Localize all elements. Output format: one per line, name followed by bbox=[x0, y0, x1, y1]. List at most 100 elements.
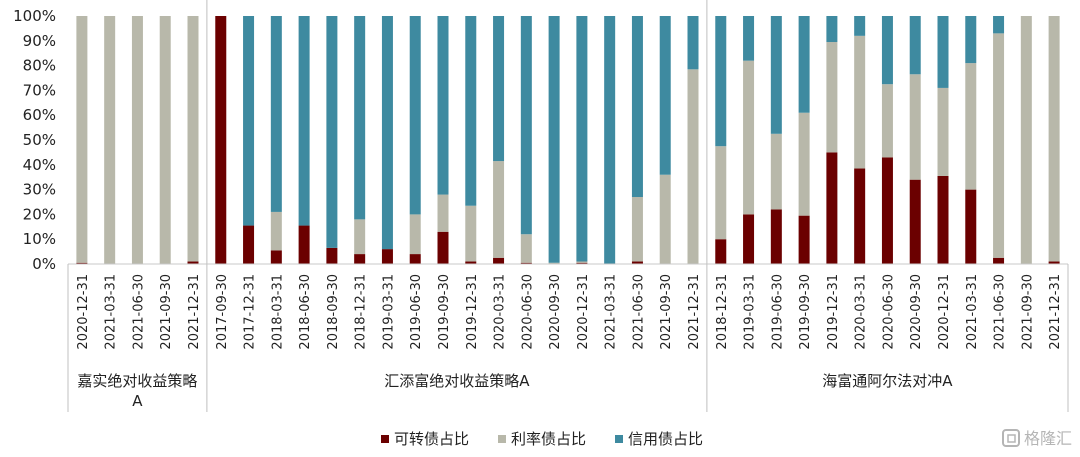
legend-entry: 利率债占比 bbox=[511, 430, 586, 448]
bar-segment bbox=[437, 231, 449, 264]
bar-segment bbox=[520, 262, 532, 264]
x-tick-label: 2018-06-30 bbox=[298, 274, 313, 350]
x-tick-label: 2019-03-31 bbox=[381, 274, 396, 350]
bar-segment bbox=[409, 254, 421, 264]
bar-segment bbox=[798, 112, 810, 216]
bar-segment bbox=[798, 16, 810, 113]
bar-segment bbox=[715, 239, 727, 264]
bar-segment bbox=[520, 16, 532, 235]
bar-segment bbox=[548, 262, 560, 264]
bar-segment bbox=[826, 16, 838, 43]
legend-swatch bbox=[381, 435, 389, 443]
watermark: 格隆汇 bbox=[1002, 429, 1072, 448]
bar-segment bbox=[798, 215, 810, 264]
bar-segment bbox=[937, 175, 949, 264]
bar-segment bbox=[576, 261, 588, 263]
x-tick-label: 2019-09-30 bbox=[437, 274, 452, 350]
bar-segment bbox=[187, 16, 199, 262]
legend-entry: 可转债占比 bbox=[394, 430, 469, 448]
group-label: 汇添富绝对收益策略A bbox=[384, 372, 530, 390]
bars-layer bbox=[76, 16, 1060, 264]
bar-segment bbox=[465, 205, 477, 262]
bar-segment bbox=[437, 16, 449, 195]
x-tick-label: 2021-03-31 bbox=[965, 274, 980, 350]
x-tick-label: 2019-06-30 bbox=[409, 274, 424, 350]
bar-segment bbox=[715, 146, 727, 240]
x-tick-label: 2021-06-30 bbox=[131, 274, 146, 350]
bar-segment bbox=[131, 16, 143, 264]
x-tick-label: 2021-03-31 bbox=[104, 274, 119, 350]
x-tick-label: 2021-09-30 bbox=[1020, 274, 1035, 350]
x-tick-label: 2020-03-31 bbox=[854, 274, 869, 350]
bar-segment bbox=[659, 174, 671, 264]
bar-segment bbox=[354, 219, 366, 255]
bar-segment bbox=[381, 16, 393, 250]
bar-segment bbox=[854, 35, 866, 169]
group-label: A bbox=[132, 392, 143, 410]
bar-segment bbox=[520, 234, 532, 263]
bar-segment bbox=[993, 16, 1005, 34]
bar-segment bbox=[1048, 261, 1060, 264]
bar-segment bbox=[437, 194, 449, 232]
y-tick-label: 40% bbox=[23, 156, 56, 174]
y-tick-label: 50% bbox=[23, 131, 56, 149]
bar-segment bbox=[854, 16, 866, 36]
x-tick-label: 2018-12-31 bbox=[715, 274, 730, 350]
bar-segment bbox=[576, 262, 588, 264]
group-labels: 嘉实绝对收益策略 A 汇添富绝对收益策略A 海富通阿尔法对冲A bbox=[67, 0, 1069, 412]
bar-segment bbox=[493, 257, 505, 264]
bar-segment bbox=[409, 16, 421, 215]
bar-segment bbox=[298, 16, 310, 226]
bar-segment bbox=[243, 16, 255, 226]
x-tick-label: 2020-03-31 bbox=[493, 274, 508, 350]
bar-segment bbox=[659, 16, 671, 175]
bar-segment bbox=[493, 161, 505, 258]
bar-segment bbox=[743, 16, 755, 61]
bar-segment bbox=[159, 16, 171, 264]
bar-segment bbox=[270, 250, 282, 264]
bar-segment bbox=[715, 16, 727, 147]
bar-segment bbox=[826, 152, 838, 264]
bar-segment bbox=[576, 16, 588, 262]
y-axis: 0% 10% 20% 30% 40% 50% 60% 70% 80% 90% 100% bbox=[13, 7, 56, 273]
x-tick-label: 2019-12-31 bbox=[826, 274, 841, 350]
bar-segment bbox=[826, 42, 838, 153]
x-tick-label: 2021-06-30 bbox=[631, 274, 646, 350]
bar-segment bbox=[493, 16, 505, 162]
bar-segment bbox=[965, 63, 977, 190]
legend-swatch bbox=[498, 435, 506, 443]
bar-segment bbox=[993, 33, 1005, 258]
bar-segment bbox=[215, 16, 227, 264]
x-tick-label: 2021-12-31 bbox=[187, 274, 202, 350]
bar-segment bbox=[965, 189, 977, 264]
bar-segment bbox=[270, 211, 282, 251]
bar-segment bbox=[409, 214, 421, 255]
x-tick-label: 2017-09-30 bbox=[215, 274, 230, 350]
watermark-logo-icon bbox=[1002, 429, 1020, 447]
x-tick-label: 2019-09-30 bbox=[798, 274, 813, 350]
bar-segment bbox=[326, 16, 338, 248]
x-tick-label: 2020-09-30 bbox=[909, 274, 924, 350]
bar-segment bbox=[881, 157, 893, 264]
bar-segment bbox=[770, 209, 782, 264]
x-tick-label: 2018-12-31 bbox=[354, 274, 369, 350]
x-tick-label: 2021-12-31 bbox=[687, 274, 702, 350]
y-tick-label: 0% bbox=[32, 255, 56, 273]
bar-segment bbox=[465, 261, 477, 264]
x-tick-label: 2019-06-30 bbox=[770, 274, 785, 350]
bar-segment bbox=[743, 60, 755, 215]
bar-segment bbox=[76, 262, 88, 264]
bar-segment bbox=[465, 16, 477, 206]
bar-segment bbox=[1020, 16, 1032, 264]
bar-segment bbox=[354, 16, 366, 220]
bar-segment bbox=[548, 16, 560, 263]
x-tick-label: 2020-12-31 bbox=[576, 274, 591, 350]
y-tick-label: 30% bbox=[23, 181, 56, 199]
x-tick-label: 2021-09-30 bbox=[659, 274, 674, 350]
y-tick-label: 100% bbox=[13, 7, 56, 25]
bar-segment bbox=[1048, 16, 1060, 262]
y-tick-label: 80% bbox=[23, 57, 56, 75]
bar-segment bbox=[881, 84, 893, 158]
bar-segment bbox=[909, 16, 921, 75]
